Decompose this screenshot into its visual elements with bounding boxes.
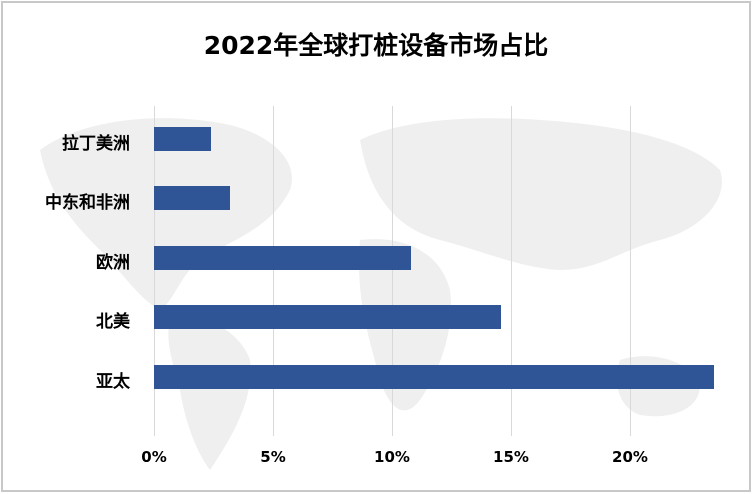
x-tick-label: 15% (493, 448, 529, 466)
category-label: 拉丁美洲 (62, 134, 130, 154)
bar-latin-america (154, 127, 211, 151)
chart-title: 2022年全球打桩设备市场占比 (203, 31, 549, 60)
gridline-10 (392, 106, 393, 436)
gridline-0 (154, 106, 155, 436)
bar-asia-pacific (154, 365, 714, 389)
bar-north-america (154, 305, 501, 329)
x-tick-label: 20% (612, 448, 648, 466)
gridline-5 (273, 106, 274, 436)
category-label: 亚太 (96, 372, 130, 392)
bar-middle-east-africa (154, 186, 230, 210)
category-label: 北美 (96, 312, 130, 332)
gridline-15 (511, 106, 512, 436)
category-label: 欧洲 (96, 253, 130, 273)
x-tick-label: 10% (374, 448, 410, 466)
bar-europe (154, 246, 411, 270)
x-tick-label: 0% (141, 448, 167, 466)
category-label: 中东和非洲 (45, 193, 130, 213)
x-tick-label: 5% (260, 448, 286, 466)
gridline-20 (630, 106, 631, 436)
